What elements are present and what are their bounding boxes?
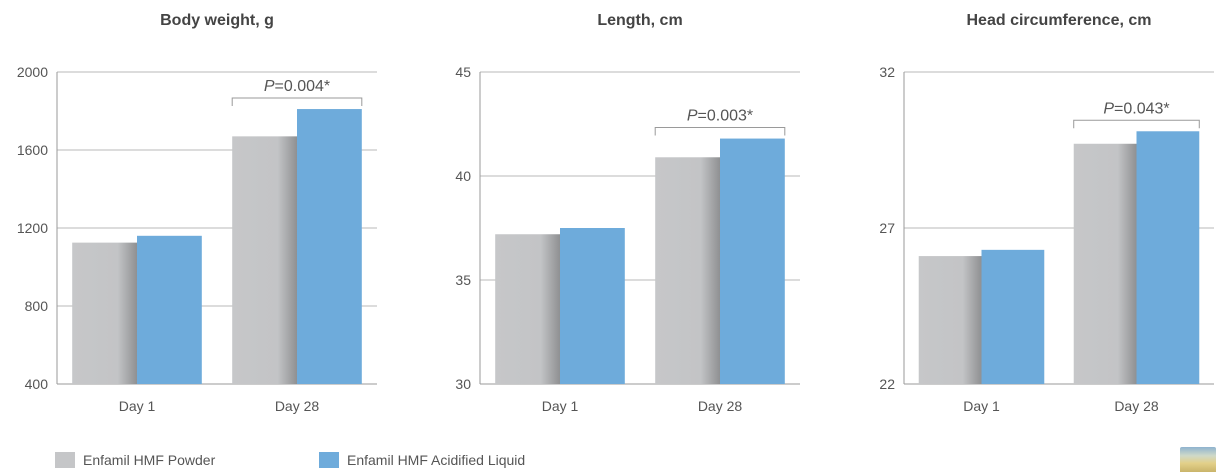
chart-2-ytick-label: 45: [455, 64, 471, 80]
chart-3-ytick-label: 22: [879, 376, 895, 392]
chart-3-ytick-label: 32: [879, 64, 895, 80]
chart-3-ytick-label: 27: [879, 220, 895, 236]
chart-3-bar-powder-2: [1073, 143, 1137, 384]
legend-label-liquid: Enfamil HMF Acidified Liquid: [347, 452, 526, 468]
chart-2-bar-liquid-1: [560, 228, 625, 384]
legend-swatch-powder: [55, 452, 75, 468]
chart-1-ytick-label: 2000: [17, 64, 48, 80]
chart-1-category-label: Day 1: [119, 398, 156, 414]
chart-1-significance-bracket: [231, 97, 363, 107]
legend: Enfamil HMF Powder Enfamil HMF Acidified…: [55, 450, 1155, 470]
legend-label-powder: Enfamil HMF Powder: [83, 452, 216, 468]
legend-item-liquid: Enfamil HMF Acidified Liquid: [319, 450, 525, 470]
chart-3-p-value: P=0.043*: [1103, 100, 1169, 117]
chart-3-bar-liquid-1: [981, 249, 1045, 384]
chart-1-bar-liquid-1: [137, 235, 202, 384]
chart-2-ytick-label: 30: [455, 376, 471, 392]
chart-2-category-label: Day 1: [542, 398, 579, 414]
chart-3-bar-liquid-2: [1136, 131, 1200, 384]
chart-1-ytick-label: 800: [25, 298, 49, 314]
chart-3-bar-powder-1: [918, 256, 982, 384]
chart-3-significance-bracket: [1073, 119, 1200, 129]
chart-1-bar-liquid-2: [297, 109, 362, 385]
chart-1-bar-powder-1: [72, 242, 137, 384]
legend-item-powder: Enfamil HMF Powder: [55, 450, 215, 470]
chart-3-category-label: Day 1: [963, 398, 1000, 414]
chart-1-ytick-label: 1200: [17, 220, 48, 236]
chart-1-ytick-label: 1600: [17, 142, 48, 158]
chart-2-ytick-label: 35: [455, 272, 471, 288]
chart-2-title: Length, cm: [597, 12, 682, 29]
chart-2-bar-powder-2: [655, 157, 720, 384]
chart-1-bar-powder-2: [232, 136, 297, 384]
chart-2-bar-liquid-2: [720, 138, 785, 384]
chart-2-significance-bracket: [654, 127, 786, 136]
chart-3-title: Head circumference, cm: [967, 12, 1152, 29]
chart-1-title: Body weight, g: [160, 12, 274, 29]
chart-1-category-label: Day 28: [275, 398, 320, 414]
chart-2-p-value: P=0.003*: [687, 108, 753, 125]
product-thumbnail: [1180, 447, 1216, 472]
chart-1-ytick-label: 400: [25, 376, 49, 392]
legend-swatch-liquid: [319, 452, 339, 468]
chart-2-ytick-label: 40: [455, 168, 471, 184]
charts-figure: Body weight, g 400 800 1200 1600 2000 Day 1 Day…: [17, 12, 1214, 414]
chart-2-category-label: Day 28: [698, 398, 743, 414]
chart-1-p-value: P=0.004*: [264, 78, 330, 95]
chart-2-bar-powder-1: [495, 234, 560, 384]
chart-3-category-label: Day 28: [1114, 398, 1159, 414]
